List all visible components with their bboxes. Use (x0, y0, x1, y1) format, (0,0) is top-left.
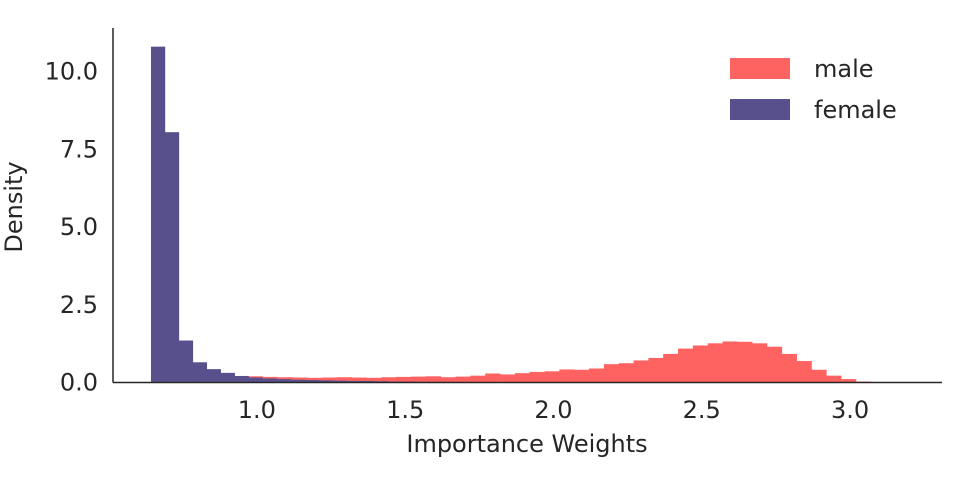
x-axis-label: Importance Weights (406, 430, 647, 458)
bar-male (723, 341, 738, 382)
bar-male (737, 342, 752, 383)
bar-male (485, 373, 500, 382)
x-ticks: 1.0 1.5 2.0 2.5 3.0 (238, 396, 869, 424)
x-tick-label: 2.5 (683, 396, 721, 424)
bar-male (426, 376, 441, 382)
bar-male (648, 358, 663, 383)
x-tick-label: 3.0 (831, 396, 869, 424)
bar-male (619, 363, 634, 382)
y-tick-label: 10.0 (45, 58, 98, 86)
bar-female (193, 362, 207, 382)
y-tick-label: 0.0 (60, 369, 98, 397)
bar-female (151, 47, 165, 383)
y-tick-label: 7.5 (60, 135, 98, 163)
bar-male (589, 369, 604, 383)
bar-male (826, 376, 841, 383)
bar-male (811, 370, 826, 383)
bar-female (221, 373, 235, 383)
bar-male (456, 377, 471, 383)
bar-female (207, 369, 221, 382)
y-ticks: 0.0 2.5 5.0 7.5 10.0 (45, 58, 98, 397)
bar-male (708, 343, 723, 382)
bar-male (470, 376, 485, 383)
bar-male (500, 374, 515, 382)
bar-female (179, 341, 193, 383)
bar-male (782, 354, 797, 383)
bar-male (545, 371, 560, 382)
bars (151, 47, 871, 383)
bar-male (574, 370, 589, 383)
legend-patch-male (730, 58, 790, 79)
bar-male (530, 372, 545, 383)
bar-male (634, 360, 649, 382)
y-axis-label: Density (0, 161, 28, 252)
bar-male (559, 369, 574, 382)
y-tick-label: 2.5 (60, 291, 98, 319)
x-tick-label: 2.0 (534, 396, 572, 424)
legend: male female (730, 55, 897, 124)
y-tick-label: 5.0 (60, 213, 98, 241)
bar-male (797, 361, 812, 382)
bar-male (693, 345, 708, 382)
bar-male (515, 373, 530, 382)
bar-male (752, 343, 767, 382)
bar-female (165, 132, 179, 382)
bar-male (441, 377, 456, 382)
bar-male (663, 354, 678, 383)
legend-patch-female (730, 99, 790, 120)
legend-label-female: female (814, 96, 897, 124)
x-tick-label: 1.0 (238, 396, 276, 424)
bar-male (767, 347, 782, 383)
legend-label-male: male (814, 55, 874, 83)
bar-male (604, 364, 619, 382)
bar-female (235, 376, 249, 383)
x-tick-label: 1.5 (386, 396, 424, 424)
bar-male (678, 349, 693, 383)
